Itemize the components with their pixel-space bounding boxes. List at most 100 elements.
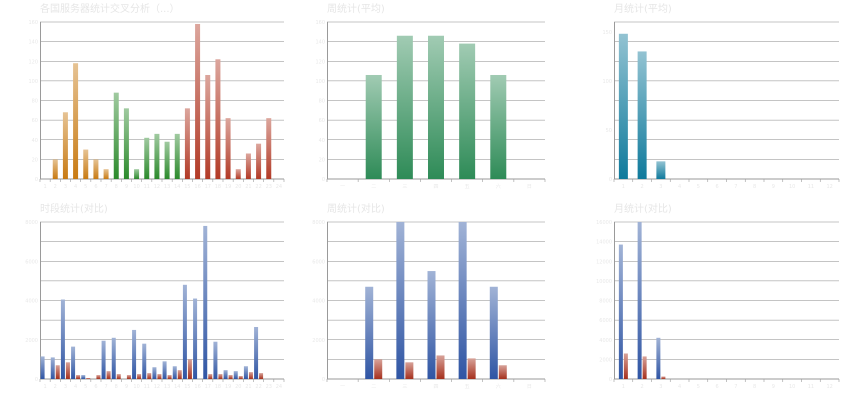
x-tick-label: 11 xyxy=(808,184,814,190)
bar xyxy=(50,357,55,379)
x-tick-label: 5 xyxy=(697,184,700,190)
bar xyxy=(164,141,170,179)
bar xyxy=(123,108,129,179)
x-tick-label: 7 xyxy=(104,184,107,190)
x-tick-label: 15 xyxy=(184,184,190,190)
bar xyxy=(618,244,623,379)
x-tick-label: 4 xyxy=(678,184,681,190)
x-tick-label: 12 xyxy=(826,384,832,390)
x-tick-label: 6 xyxy=(716,184,719,190)
x-tick-label: 6 xyxy=(716,384,719,390)
x-tick-label: 12 xyxy=(154,384,160,390)
bar xyxy=(167,375,172,379)
x-tick-label: 3 xyxy=(659,184,662,190)
y-tick-label: 150 xyxy=(602,30,612,36)
x-tick-label: 6 xyxy=(94,184,97,190)
y-tick-label: 100 xyxy=(28,79,38,85)
x-tick-label: 6 xyxy=(94,384,97,390)
x-tick-label: 10 xyxy=(789,184,795,190)
y-tick-label: 4000 xyxy=(312,299,325,305)
bar xyxy=(238,376,243,379)
bar xyxy=(467,358,476,379)
bar xyxy=(458,222,467,379)
bar xyxy=(193,298,198,379)
x-tick-label: 17 xyxy=(205,184,211,190)
bar xyxy=(365,286,374,379)
bar xyxy=(365,74,382,179)
bar xyxy=(396,35,413,179)
x-tick-label: 24 xyxy=(276,184,282,190)
x-tick-label: 1 xyxy=(43,184,46,190)
bar xyxy=(208,374,213,379)
bar xyxy=(55,365,60,379)
x-tick-label: 三 xyxy=(402,384,407,390)
y-tick-label: 0 xyxy=(609,377,612,383)
y-tick-label: 140 xyxy=(28,40,38,46)
x-tick-label: 9 xyxy=(125,384,128,390)
bar xyxy=(52,159,58,179)
x-tick-label: 10 xyxy=(133,384,139,390)
y-tick-label: 50 xyxy=(606,128,612,134)
y-tick-label: 20 xyxy=(32,157,38,163)
x-tick-label: 7 xyxy=(734,184,737,190)
bar xyxy=(203,225,208,379)
x-tick-label: 二 xyxy=(371,384,376,390)
y-tick-label: 0 xyxy=(35,377,38,383)
bar xyxy=(243,366,248,379)
y-tick-label: 120 xyxy=(315,59,325,65)
chart-title: 月统计(对比) xyxy=(614,204,672,215)
bar xyxy=(256,143,262,179)
x-tick-label: 18 xyxy=(215,184,221,190)
y-tick-label: 6000 xyxy=(312,259,325,265)
chart-title: 各国服务器统计交叉分析（...） xyxy=(40,4,180,15)
bar xyxy=(215,59,221,179)
x-tick-label: 2 xyxy=(641,184,644,190)
x-tick-label: 23 xyxy=(266,384,272,390)
x-tick-label: 18 xyxy=(215,384,221,390)
bar xyxy=(142,343,147,379)
bar xyxy=(76,375,81,379)
x-tick-label: 4 xyxy=(74,184,77,190)
bar xyxy=(427,271,436,379)
y-tick-label: 80 xyxy=(32,99,38,105)
bar xyxy=(152,367,157,379)
y-tick-label: 80 xyxy=(319,99,325,105)
x-tick-label: 12 xyxy=(826,184,832,190)
x-tick-label: 13 xyxy=(164,384,170,390)
bar xyxy=(162,361,167,379)
bar xyxy=(233,371,238,379)
chart-svg: 0 2000 4000 6000 8000 一 二 三 四 五 六 日 xyxy=(312,220,546,390)
bar xyxy=(205,74,211,179)
bar xyxy=(113,92,119,179)
bar xyxy=(428,35,444,179)
x-tick-label: 日 xyxy=(527,184,532,190)
y-tick-label: 60 xyxy=(32,118,38,124)
bar xyxy=(218,374,223,379)
bar xyxy=(154,133,160,179)
bar xyxy=(374,359,383,379)
x-tick-label: 3 xyxy=(659,384,662,390)
bar xyxy=(618,33,628,180)
chart-panel: 月统计(对比) 0 2000 4000 6000 8000 10000 12000 14000… xyxy=(596,200,850,395)
bar xyxy=(40,356,45,379)
bar xyxy=(134,169,140,179)
bar xyxy=(101,340,106,379)
bar xyxy=(157,374,162,379)
y-tick-label: 0 xyxy=(322,377,325,383)
bar xyxy=(459,43,476,180)
y-tick-label: 100 xyxy=(602,79,612,85)
y-tick-label: 4000 xyxy=(25,299,38,305)
x-tick-label: 21 xyxy=(245,184,251,190)
chart-title: 月统计(平均) xyxy=(614,4,672,15)
bar xyxy=(195,23,201,180)
chart-title: 时段统计(对比) xyxy=(40,204,108,215)
x-tick-label: 7 xyxy=(734,384,737,390)
bar xyxy=(490,74,507,179)
y-tick-label: 2000 xyxy=(599,357,612,363)
x-tick-label: 22 xyxy=(255,384,261,390)
x-tick-label: 1 xyxy=(43,384,46,390)
y-tick-label: 8000 xyxy=(599,299,612,305)
x-tick-label: 13 xyxy=(164,184,170,190)
